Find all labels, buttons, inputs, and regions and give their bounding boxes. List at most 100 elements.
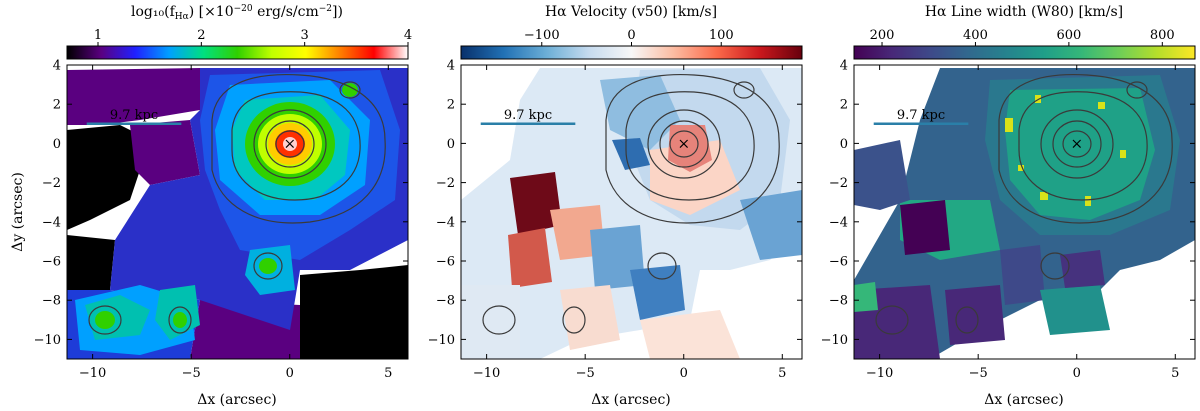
center-marker: × <box>1070 134 1083 152</box>
y-tick-label: 0 <box>840 137 848 152</box>
map-region <box>1005 88 1155 220</box>
map-region <box>640 310 740 359</box>
x-tick-label: −10 <box>79 366 106 381</box>
axis-ticks-flux: −10 −5 0 5 4 2 0 −2 −4 −6 −8 −10 <box>34 59 408 381</box>
map-region <box>67 68 200 125</box>
y-tick-label: 2 <box>840 98 848 113</box>
panel-linewidth: Hα Line width (W80) [km/s] 200 400 600 800 <box>821 4 1196 408</box>
y-tick-label: −6 <box>42 255 61 270</box>
colorbar-title-flux: log₁₀(fHα) [×10−20 erg/s/cm−2]) <box>131 4 343 22</box>
axes-frame-velocity <box>460 64 803 360</box>
colorbar-ticks-flux: 1 2 3 4 <box>94 28 412 46</box>
colorbar-velocity <box>460 45 803 60</box>
y-tick-label: −2 <box>42 176 61 191</box>
colorbar-tick-label: 3 <box>301 28 309 43</box>
colorbar-tick-label: 200 <box>870 28 895 43</box>
y-tick-label: −8 <box>829 294 848 309</box>
y-tick-label: −4 <box>436 215 455 230</box>
axis-ticks-velocity: −10 −5 0 5 4 2 0 −2 −4 −6 −8 −10 <box>428 59 802 381</box>
x-tick-label: 0 <box>680 366 688 381</box>
x-tick-label: −5 <box>182 366 201 381</box>
map-knot <box>342 83 358 97</box>
map-region <box>854 140 910 210</box>
y-tick-label: −10 <box>428 333 455 348</box>
center-marker-velocity: × <box>677 134 690 152</box>
x-tick-label: 0 <box>286 366 294 381</box>
y-tick-label: 4 <box>53 59 61 74</box>
scale-bar-flux: 9.7 kpc <box>86 108 182 126</box>
y-tick-label: −10 <box>821 333 848 348</box>
contours-linewidth <box>875 73 1173 335</box>
center-marker: × <box>677 134 690 152</box>
colorbar-tick-label: 1 <box>94 28 102 43</box>
scale-bar-label: 9.7 kpc <box>504 108 552 123</box>
x-tick-label: 5 <box>384 366 392 381</box>
y-tick-label: −6 <box>829 255 848 270</box>
panel-velocity: Hα Velocity (v50) [km/s] −100 0 100 <box>428 4 803 408</box>
contours-velocity <box>482 73 780 335</box>
x-tick-label: −10 <box>473 366 500 381</box>
y-tick-label: 0 <box>53 137 61 152</box>
map-region <box>155 285 200 340</box>
colorbar-tick-label: 0 <box>627 28 635 43</box>
y-tick-label: −10 <box>34 333 61 348</box>
colorbar-ticks-velocity: −100 0 100 <box>524 28 734 46</box>
image-linewidth <box>854 65 1195 359</box>
map-region <box>900 200 950 255</box>
x-tick-label: 5 <box>778 366 786 381</box>
y-tick-label: 4 <box>840 59 848 74</box>
map-region <box>130 120 200 185</box>
x-tick-label: 5 <box>1171 366 1179 381</box>
scale-bar-label: 9.7 kpc <box>110 108 158 123</box>
x-tick-label: −5 <box>969 366 988 381</box>
y-tick-label: −8 <box>436 294 455 309</box>
y-tick-label: 2 <box>53 98 61 113</box>
map-region <box>945 285 1005 345</box>
map-region <box>630 265 685 320</box>
map-knot <box>259 258 277 274</box>
axes-frame-flux <box>66 64 409 360</box>
colorbar-tick-label: 800 <box>1150 28 1175 43</box>
y-tick-label: −6 <box>436 255 455 270</box>
y-tick-label: −4 <box>829 215 848 230</box>
x-axis-label-flux: Δx (arcsec) <box>197 392 277 408</box>
axes-frame-linewidth <box>853 64 1196 360</box>
map-region <box>461 285 520 359</box>
colorbar-ticks-linewidth: 200 400 600 800 <box>870 28 1175 46</box>
colorbar-linewidth <box>853 45 1196 60</box>
colorbar-tick-label: 600 <box>1056 28 1081 43</box>
map-region <box>550 205 605 260</box>
map-region <box>1000 245 1045 305</box>
x-tick-label: 0 <box>1073 366 1081 381</box>
map-region <box>740 190 802 260</box>
map-region <box>67 235 115 290</box>
scale-bar-linewidth: 9.7 kpc <box>873 108 969 126</box>
colorbar-tick-label: 2 <box>197 28 205 43</box>
map-region <box>508 228 552 288</box>
center-marker: × <box>283 134 296 152</box>
x-axis-label-linewidth: Δx (arcsec) <box>984 392 1064 408</box>
map-region <box>612 138 650 170</box>
y-tick-label: 2 <box>447 98 455 113</box>
y-tick-label: 0 <box>447 137 455 152</box>
map-core <box>283 137 297 151</box>
map-region <box>1040 285 1110 335</box>
map-knot <box>173 312 187 328</box>
colorbar-tick-label: 400 <box>963 28 988 43</box>
scale-bar-velocity: 9.7 kpc <box>480 108 576 126</box>
center-marker-flux: × <box>283 134 296 152</box>
axis-ticks-linewidth: −10 −5 0 5 4 2 0 −2 −4 −6 −8 −10 <box>821 59 1195 381</box>
colorbar-title-linewidth: Hα Line width (W80) [km/s] <box>925 4 1123 20</box>
map-region <box>854 282 878 312</box>
map-knot <box>95 311 115 329</box>
map-region <box>1060 250 1105 288</box>
contours-flux <box>88 73 386 335</box>
x-tick-label: −10 <box>866 366 893 381</box>
center-marker-linewidth: × <box>1070 134 1083 152</box>
y-tick-label: −2 <box>829 176 848 191</box>
x-tick-label: −5 <box>576 366 595 381</box>
map-region <box>560 285 620 350</box>
image-velocity <box>461 65 802 359</box>
y-tick-label: −4 <box>42 215 61 230</box>
